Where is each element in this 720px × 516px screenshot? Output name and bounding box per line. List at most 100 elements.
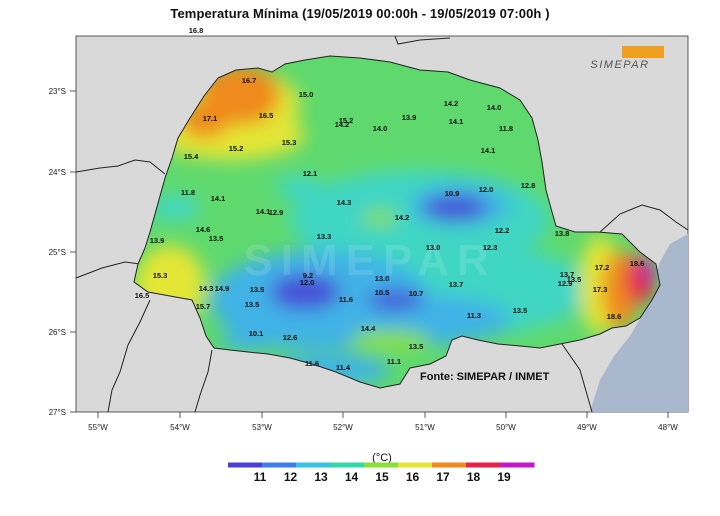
station-value: 12.2: [495, 226, 510, 235]
station-value: 18.6: [630, 259, 645, 268]
longitude-axis: 55°W 54°W 53°W 52°W 51°W 50°W 49°W 48°W: [88, 412, 678, 432]
station-value: 10.7: [409, 289, 424, 298]
station-value: 14.2: [335, 120, 350, 129]
station-value: 17.2: [595, 263, 610, 272]
station-value: 12.8: [521, 181, 536, 190]
colorbar-segment: [228, 462, 263, 468]
colorbar-tick-label: 11: [254, 470, 267, 484]
colorbar-tick-label: 16: [406, 470, 420, 484]
colorbar-tick-label: 18: [467, 470, 481, 484]
border-line: [561, 343, 593, 413]
station-value: 14.0: [487, 103, 502, 112]
station-value: 13.9: [402, 113, 417, 122]
colorbar-segment: [398, 462, 433, 468]
station-value: 16.5: [135, 291, 150, 300]
lon-label: 54°W: [170, 423, 190, 432]
station-value: 14.6: [196, 225, 211, 234]
border-line: [75, 261, 141, 279]
station-value: 9.2: [303, 271, 313, 280]
station-value: 13.5: [209, 234, 224, 243]
ocean: [590, 234, 688, 412]
station-value: 14.3: [199, 284, 214, 293]
lon-label: 52°W: [333, 423, 353, 432]
station-value: 11.6: [339, 295, 353, 304]
lon-label: 53°W: [252, 423, 272, 432]
station-value: 13.5: [513, 306, 528, 315]
station-value: 14.1: [481, 146, 496, 155]
colorbar-tick-label: 12: [284, 470, 298, 484]
lat-label: 23°S: [49, 87, 66, 96]
station-value: 12.0: [479, 185, 494, 194]
lon-label: 55°W: [88, 423, 108, 432]
simepar-logo: SIMEPAR: [590, 46, 664, 71]
colorbar-tick-label: 14: [345, 470, 359, 484]
station-value: 17.3: [593, 285, 608, 294]
station-value: 11.8: [499, 124, 513, 133]
station-value: 13.7: [449, 280, 464, 289]
station-value: 10.1: [249, 329, 264, 338]
station-value: 11.1: [387, 357, 401, 366]
station-value: 14.2: [395, 213, 410, 222]
station-value: 12.0: [300, 278, 315, 287]
station-value: 15.7: [196, 302, 211, 311]
logo-text: SIMEPAR: [590, 59, 649, 71]
station-value: 11.6: [305, 359, 319, 368]
station-value: 13.5: [567, 275, 582, 284]
border-line: [107, 299, 151, 413]
watermark: SIMEPAR: [243, 236, 496, 285]
border-line: [75, 159, 166, 175]
station-value: 14.1: [449, 117, 464, 126]
station-value: 16.7: [242, 76, 257, 85]
lon-label: 49°W: [577, 423, 597, 432]
station-value: 15.2: [229, 144, 244, 153]
border-line: [394, 35, 451, 45]
station-value: 14.3: [337, 198, 352, 207]
colorbar-tick-label: 19: [497, 470, 511, 484]
station-value: 13.7: [560, 270, 575, 279]
colorbar-segment: [466, 462, 501, 468]
colorbar-segment: [296, 462, 331, 468]
station-value: 15.2: [339, 116, 354, 125]
station-value: 15.3: [282, 138, 297, 147]
station-labels: 16.816.717.1 16.515.015.214.2 14.013.914.2…: [135, 26, 645, 372]
station-value: 11.4: [336, 363, 351, 372]
station-value: 10.9: [445, 189, 460, 198]
station-value: 16.5: [259, 111, 274, 120]
latitude-axis: 23°S 24°S 25°S 26°S 27°S: [49, 87, 76, 417]
colorbar-tick-label: 13: [314, 470, 328, 484]
lat-label: 27°S: [49, 408, 66, 417]
colorbar: 11 12 13 14 15 16 17 18 19: [228, 462, 535, 484]
station-value: 13.0: [426, 243, 441, 252]
lon-label: 48°W: [658, 423, 678, 432]
colorbar-segment: [262, 462, 297, 468]
station-value: 15.4: [184, 152, 199, 161]
source-label: Fonte: SIMEPAR / INMET: [420, 371, 550, 383]
station-value: 13.9: [150, 236, 165, 245]
station-value: 14.1: [211, 194, 226, 203]
lat-label: 24°S: [49, 168, 66, 177]
station-value: 16.8: [189, 26, 204, 35]
parana-border: [133, 55, 661, 389]
station-value: 15.0: [299, 90, 314, 99]
station-value: 12.3: [483, 243, 498, 252]
lat-label: 25°S: [49, 248, 66, 257]
station-value: 13.8: [555, 229, 570, 238]
station-value: 13.5: [250, 285, 265, 294]
station-value: 14.0: [373, 124, 388, 133]
colorbar-tick-label: 15: [375, 470, 389, 484]
lon-label: 50°W: [496, 423, 516, 432]
station-value: 12.6: [283, 333, 298, 342]
station-value: 14.2: [444, 99, 459, 108]
station-value: 14.4: [361, 324, 376, 333]
station-value: 13.5: [245, 300, 260, 309]
station-value: 13.0: [375, 274, 390, 283]
station-value: 12.9: [558, 279, 573, 288]
station-value: 12.9: [269, 208, 284, 217]
station-value: 14.1: [256, 207, 271, 216]
station-value: 10.5: [375, 288, 390, 297]
colorbar-segment: [432, 462, 467, 468]
colorbar-segment: [330, 462, 365, 468]
station-value: 13.3: [317, 232, 332, 241]
colorbar-segment: [500, 462, 535, 468]
